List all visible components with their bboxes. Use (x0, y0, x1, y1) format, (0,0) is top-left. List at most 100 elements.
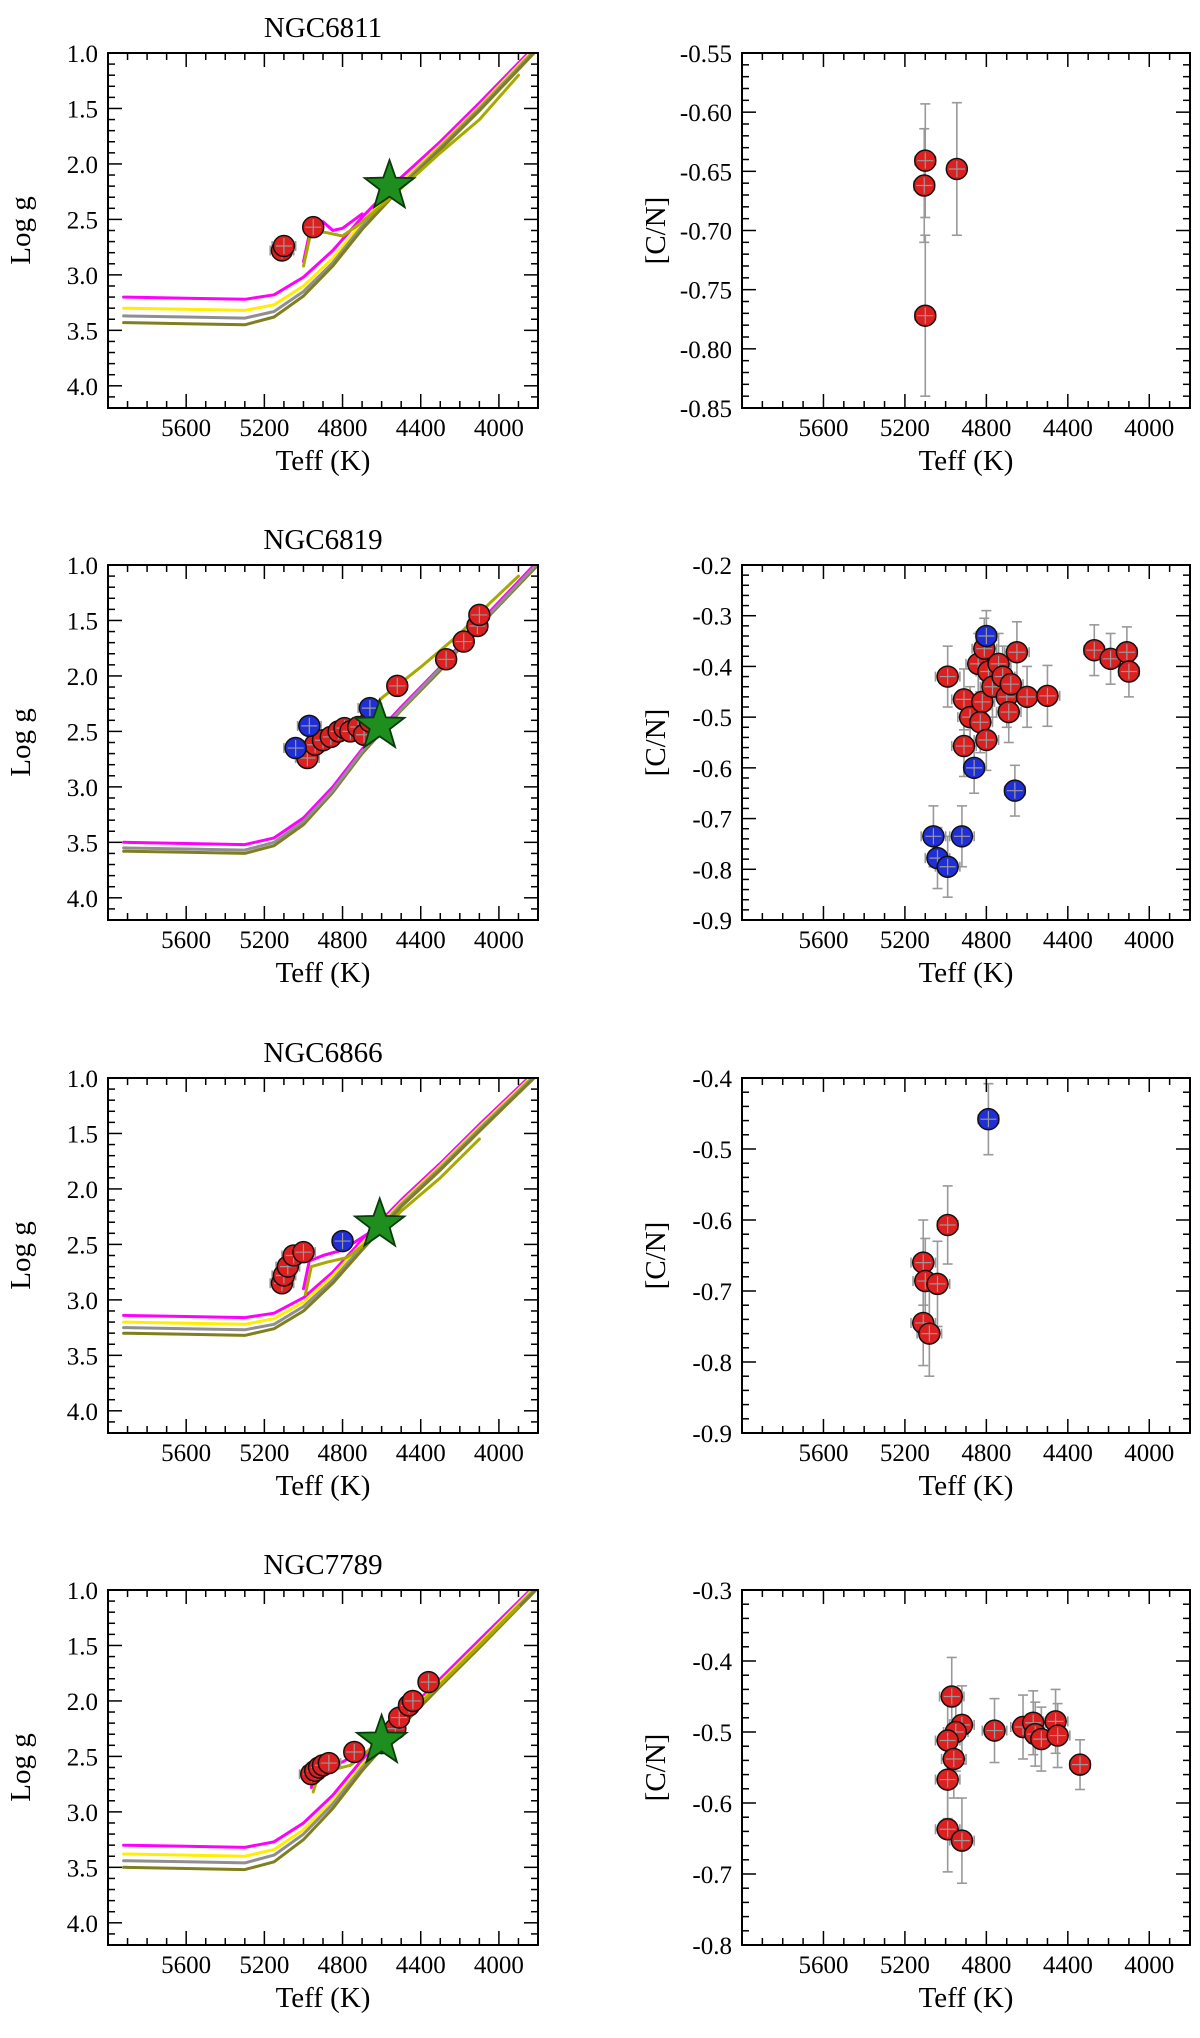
plot-area (122, 1078, 536, 1337)
green-star-marker (352, 697, 407, 750)
y-tick-label: -0.75 (680, 278, 732, 305)
panel-title: NGC7789 (263, 1549, 382, 1581)
ticks (741, 1077, 1191, 1434)
x-tick-label: 5600 (798, 927, 848, 954)
y-tick-label: 4.0 (67, 886, 98, 913)
x-tick-label: 5200 (239, 415, 289, 442)
y-tick-label: -0.60 (680, 100, 732, 127)
x-tick-label: 4000 (1124, 415, 1174, 442)
y-tick-label: -0.4 (692, 654, 732, 681)
x-tick-label: 4000 (1124, 1440, 1174, 1467)
y-tick-label: -0.4 (692, 1066, 732, 1093)
plot-area (910, 1082, 1000, 1377)
isochrone-track-1 (122, 1590, 532, 1849)
y-tick-label: 2.5 (67, 207, 98, 234)
y-tick-label: -0.85 (680, 396, 732, 423)
y-tick-label: 1.0 (67, 41, 98, 68)
ticks (107, 564, 539, 921)
plot-frame (741, 1077, 1191, 1434)
x-axis-label: Teff (K) (919, 957, 1014, 989)
isochrone-track-1 (122, 1078, 530, 1320)
x-tick-label: 4400 (396, 927, 446, 954)
y-tick-label: 2.5 (67, 719, 98, 746)
plot-area (934, 1656, 1092, 1885)
y-tick-label: -0.7 (692, 1279, 732, 1306)
y-tick-label: -0.6 (692, 1791, 732, 1818)
y-tick-label: 3.0 (67, 1800, 98, 1827)
y-tick-label: 3.0 (67, 1288, 98, 1315)
panel-6: 5600 5200 4800 4400 4000 -0.9 -0.8 -0.7 -0.6 -0.5… (640, 1066, 1191, 1502)
x-tick-label: 5600 (798, 415, 848, 442)
y-tick-label: -0.7 (692, 807, 732, 834)
y-axis-label: Log g (5, 708, 37, 776)
x-tick-label: 4800 (961, 1440, 1011, 1467)
y-tick-label: 2.5 (67, 1232, 98, 1259)
y-tick-label: -0.5 (692, 1137, 732, 1164)
y-tick-label: 3.5 (67, 318, 98, 345)
x-tick-label: 5600 (161, 927, 211, 954)
y-tick-label: 1.5 (67, 1121, 98, 1148)
x-axis-label: Teff (K) (276, 445, 371, 477)
isochrone-track-3 (122, 1590, 536, 1865)
panel-5: 5600 5200 4800 4400 4000 1.0 1.5 2.0 2.5 3.0 3.5 4.… (5, 1037, 539, 1502)
y-tick-label: 2.0 (67, 1177, 98, 1204)
isochrone-track-2 (122, 53, 532, 312)
x-tick-label: 5600 (161, 1440, 211, 1467)
y-tick-label: -0.8 (692, 1350, 732, 1377)
isochrone-track-2 (122, 1078, 532, 1326)
y-tick-label: -0.7 (692, 1862, 732, 1889)
panel-title: NGC6866 (263, 1037, 382, 1069)
y-tick-label: 1.0 (67, 1578, 98, 1605)
y-tick-label: 1.5 (67, 1633, 98, 1660)
isochrone-track-6 (303, 1137, 481, 1296)
x-axis-label: Teff (K) (276, 957, 371, 989)
ticks (741, 1589, 1191, 1946)
green-star-marker (354, 1712, 409, 1765)
y-axis-label: Log g (5, 196, 37, 264)
x-tick-label: 4400 (396, 415, 446, 442)
isochrone-track-2 (122, 1590, 534, 1858)
x-tick-label: 4800 (961, 927, 1011, 954)
panel-3: 5600 5200 4800 4400 4000 1.0 1.5 2.0 2.5 3.0 3.5 4.… (5, 524, 539, 989)
x-tick-label: 5200 (239, 1440, 289, 1467)
panel-7: 5600 5200 4800 4400 4000 1.0 1.5 2.0 2.5 3.0 3.5 4.… (5, 1549, 539, 2014)
x-axis-label: Teff (K) (919, 1982, 1014, 2014)
x-tick-label: 4800 (318, 1952, 368, 1979)
x-tick-label: 4000 (474, 1952, 524, 1979)
x-tick-label: 4800 (318, 1440, 368, 1467)
x-tick-label: 5200 (880, 1952, 930, 1979)
isochrone-track-4 (122, 53, 536, 327)
x-tick-label: 5200 (880, 927, 930, 954)
x-tick-label: 4400 (1043, 1952, 1093, 1979)
y-tick-label: -0.3 (692, 1578, 732, 1605)
y-tick-label: -0.3 (692, 604, 732, 631)
plot-area (913, 101, 969, 397)
y-tick-label: 1.5 (67, 608, 98, 635)
y-tick-label: 3.0 (67, 263, 98, 290)
y-tick-label: -0.55 (680, 41, 732, 68)
y-tick-label: 2.0 (67, 1689, 98, 1716)
y-axis-label: [C/N] (640, 1734, 672, 1802)
y-tick-label: 3.5 (67, 1855, 98, 1882)
x-axis-label: Teff (K) (919, 445, 1014, 477)
panel-8: 5600 5200 4800 4400 4000 -0.8 -0.7 -0.6 -0.5 -0.4… (640, 1578, 1191, 2014)
y-tick-label: 3.5 (67, 1343, 98, 1370)
x-tick-label: 5200 (880, 1440, 930, 1467)
plot-area (122, 565, 538, 855)
y-axis-label: Log g (5, 1733, 37, 1801)
y-tick-label: 3.0 (67, 775, 98, 802)
y-tick-label: 1.0 (67, 553, 98, 580)
y-tick-label: -0.4 (692, 1649, 732, 1676)
panel-4: 5600 5200 4800 4400 4000 -0.9 -0.8 -0.7 -0.6 -0.5… (640, 553, 1191, 989)
x-tick-label: 4400 (1043, 927, 1093, 954)
y-tick-label: -0.6 (692, 1208, 732, 1235)
plot-frame (741, 52, 1191, 409)
green-star-marker (362, 157, 417, 210)
x-tick-label: 5600 (161, 1952, 211, 1979)
x-tick-label: 4000 (1124, 1952, 1174, 1979)
x-tick-label: 4400 (396, 1952, 446, 1979)
ticks (741, 52, 1191, 409)
panel-title: NGC6819 (263, 524, 382, 556)
y-tick-label: -0.9 (692, 908, 732, 935)
x-tick-label: 5600 (798, 1440, 848, 1467)
